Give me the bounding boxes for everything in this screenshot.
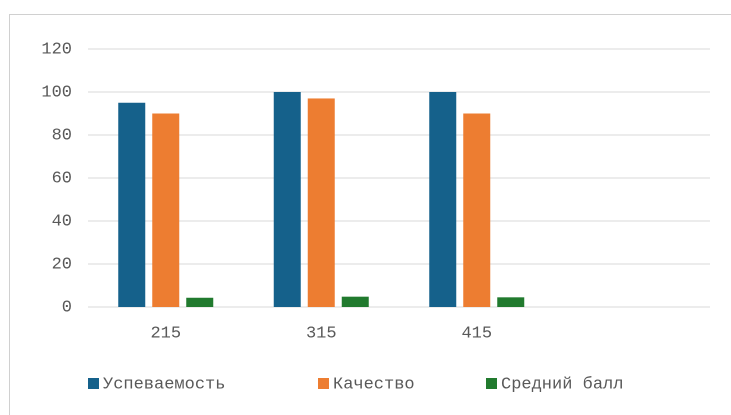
y-tick-label: 20 <box>52 255 72 274</box>
bar <box>152 113 180 307</box>
legend-swatch <box>88 378 99 389</box>
y-tick-label: 120 <box>41 40 72 59</box>
y-tick-label: 80 <box>52 126 72 145</box>
y-tick-label: 100 <box>41 83 72 102</box>
legend-label: Успеваемость <box>103 375 225 394</box>
chart-frame <box>9 14 731 415</box>
x-tick-label: 215 <box>150 324 181 343</box>
bar <box>273 92 301 307</box>
x-tick-label: 415 <box>461 324 492 343</box>
y-tick-label: 40 <box>52 212 72 231</box>
x-tick-label: 315 <box>306 324 337 343</box>
y-tick-label: 60 <box>52 169 72 188</box>
legend-label: Качество <box>333 375 415 394</box>
y-tick-label: 0 <box>62 298 72 317</box>
bar <box>307 98 335 307</box>
legend-label: Средний балл <box>501 375 623 394</box>
bar <box>186 297 214 307</box>
bar <box>429 92 457 307</box>
bar <box>497 297 525 307</box>
bar <box>118 102 146 307</box>
bar <box>341 296 369 307</box>
bar <box>463 113 491 307</box>
legend-swatch <box>318 378 329 389</box>
legend-swatch <box>486 378 497 389</box>
